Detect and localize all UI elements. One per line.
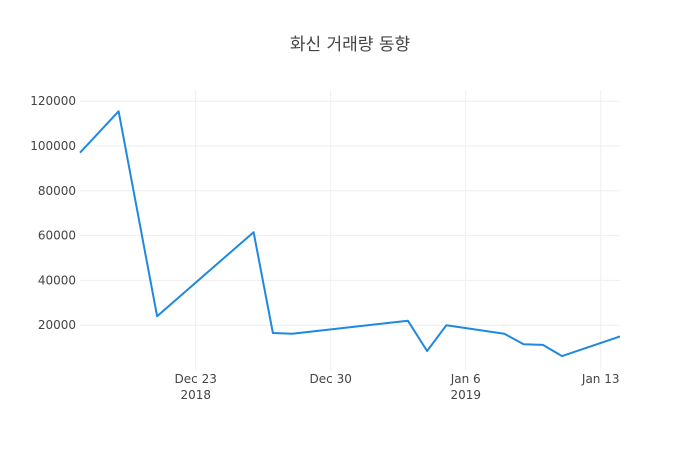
y-tick-label: 60000 <box>38 229 76 243</box>
y-tick-label: 120000 <box>30 94 76 108</box>
y-tick-label: 80000 <box>38 184 76 198</box>
chart-title: 화신 거래량 동향 <box>290 35 410 55</box>
x-tick-label: Dec 23 <box>175 372 217 386</box>
x-tick-year-label: 2018 <box>180 388 211 402</box>
y-tick-label: 40000 <box>38 273 76 287</box>
x-tick-label: Jan 13 <box>581 372 620 386</box>
y-tick-label: 100000 <box>30 139 76 153</box>
y-tick-label: 20000 <box>38 318 76 332</box>
series-layer <box>79 110 621 358</box>
x-axis-ticks: Dec 23 2018 Dec 30 Jan 6 2019 Jan 13 <box>175 372 620 402</box>
x-tick-label: Dec 30 <box>310 372 352 386</box>
x-tick-label: Jan 6 <box>450 372 481 386</box>
grid-lines <box>80 90 620 370</box>
series-line <box>79 110 621 358</box>
x-tick-year-label: 2019 <box>450 388 481 402</box>
y-axis-ticks: 20000 40000 60000 80000 100000 120000 <box>30 94 76 332</box>
